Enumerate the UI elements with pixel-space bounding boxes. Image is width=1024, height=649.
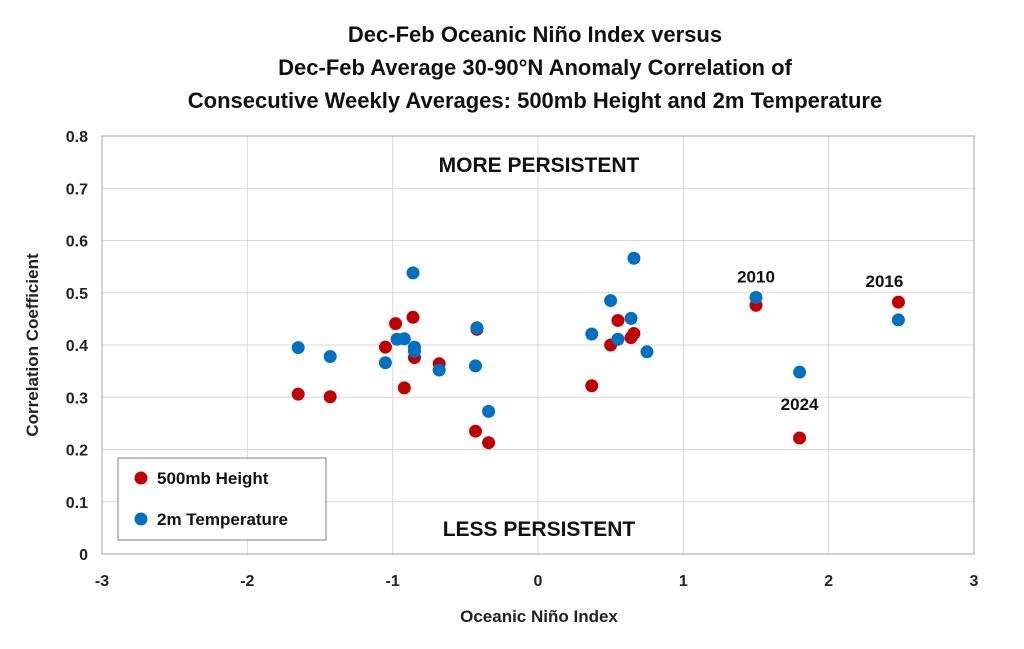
x-tick-label: 0 bbox=[534, 573, 543, 590]
point-500mb-height bbox=[378, 340, 392, 354]
region-label-less-persistent: LESS PERSISTENT bbox=[443, 518, 636, 541]
point-2m-temperature bbox=[482, 404, 496, 418]
x-tick-labels: -3 -2 -1 0 1 2 3 bbox=[95, 573, 979, 590]
y-tick-label: 0.6 bbox=[66, 234, 88, 251]
point-500mb-height bbox=[389, 317, 403, 331]
y-tick-labels: 0 0.1 0.2 0.3 0.4 0.5 0.6 0.7 0.8 bbox=[66, 129, 88, 564]
point-2m-temperature bbox=[891, 313, 905, 327]
x-tick-label: 3 bbox=[970, 573, 979, 590]
point-2m-temperature bbox=[323, 349, 337, 363]
legend: 500mb Height 2m Temperature bbox=[117, 457, 327, 541]
point-500mb-height bbox=[891, 295, 905, 309]
annotation-2024: 2024 bbox=[781, 395, 819, 414]
title-line-3: Consecutive Weekly Averages: 500mb Heigh… bbox=[188, 88, 882, 113]
y-tick-label: 0.7 bbox=[66, 181, 88, 198]
legend-swatch-2m-temperature bbox=[134, 512, 148, 526]
point-2m-temperature bbox=[611, 332, 625, 346]
point-2m-temperature bbox=[627, 251, 641, 265]
y-tick-label: 0.4 bbox=[66, 338, 88, 355]
title-line-1: Dec-Feb Oceanic Niño Index versus bbox=[348, 22, 722, 47]
gridlines bbox=[101, 135, 975, 555]
point-annotations: 2010 2024 2016 bbox=[737, 267, 903, 414]
legend-swatch-500mb-height bbox=[134, 471, 148, 485]
point-2m-temperature bbox=[585, 327, 599, 341]
x-tick-label: 1 bbox=[679, 573, 688, 590]
point-2m-temperature bbox=[432, 363, 446, 377]
point-500mb-height bbox=[482, 436, 496, 450]
plot-area bbox=[101, 135, 975, 555]
data-points bbox=[291, 251, 905, 450]
y-tick-label: 0.2 bbox=[66, 443, 88, 460]
y-axis-label: Correlation Coefficient bbox=[23, 253, 42, 437]
x-tick-label: 2 bbox=[824, 573, 833, 590]
chart-title: Dec-Feb Oceanic Niño Index versus Dec-Fe… bbox=[188, 22, 882, 113]
annotation-2010: 2010 bbox=[737, 267, 775, 286]
legend-box bbox=[117, 457, 327, 541]
point-2m-temperature bbox=[793, 365, 807, 379]
point-2m-temperature bbox=[406, 266, 420, 280]
point-2m-temperature bbox=[397, 332, 411, 346]
y-tick-label: 0.8 bbox=[66, 129, 88, 146]
point-2m-temperature bbox=[749, 290, 763, 304]
y-tick-label: 0 bbox=[79, 547, 88, 564]
point-500mb-height bbox=[291, 387, 305, 401]
title-line-2: Dec-Feb Average 30-90°N Anomaly Correlat… bbox=[278, 55, 792, 80]
point-2m-temperature bbox=[604, 294, 618, 308]
point-500mb-height bbox=[627, 327, 641, 341]
point-2m-temperature bbox=[469, 359, 483, 373]
annotation-2016: 2016 bbox=[866, 272, 904, 291]
x-tick-label: -1 bbox=[386, 573, 400, 590]
point-500mb-height bbox=[397, 381, 411, 395]
point-500mb-height bbox=[469, 424, 483, 438]
legend-label-2m-temperature: 2m Temperature bbox=[157, 510, 288, 529]
point-500mb-height bbox=[793, 431, 807, 445]
x-axis-label: Oceanic Niño Index bbox=[460, 607, 618, 626]
point-500mb-height bbox=[611, 313, 625, 327]
point-2m-temperature bbox=[378, 356, 392, 370]
point-2m-temperature bbox=[407, 344, 421, 358]
legend-label-500mb-height: 500mb Height bbox=[157, 469, 269, 488]
x-tick-label: -2 bbox=[240, 573, 254, 590]
point-2m-temperature bbox=[291, 341, 305, 355]
region-label-more-persistent: MORE PERSISTENT bbox=[439, 154, 640, 177]
point-500mb-height bbox=[585, 379, 599, 393]
x-tick-label: -3 bbox=[95, 573, 109, 590]
y-tick-label: 0.5 bbox=[66, 286, 88, 303]
point-2m-temperature bbox=[470, 321, 484, 335]
point-2m-temperature bbox=[640, 345, 654, 359]
point-2m-temperature bbox=[624, 311, 638, 325]
point-500mb-height bbox=[406, 310, 420, 324]
point-500mb-height bbox=[323, 390, 337, 404]
y-tick-label: 0.3 bbox=[66, 390, 88, 407]
y-tick-label: 0.1 bbox=[66, 495, 88, 512]
